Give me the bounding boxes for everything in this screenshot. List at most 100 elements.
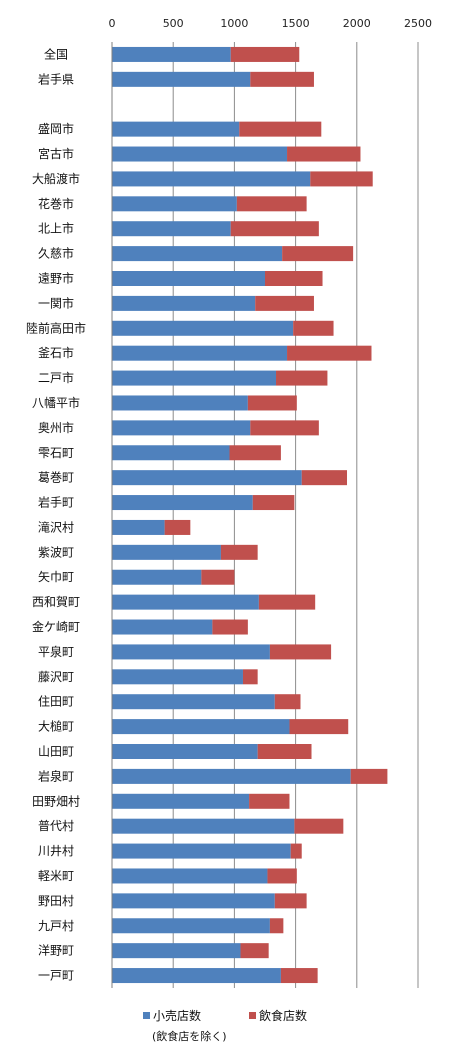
bar-retail — [112, 594, 259, 610]
bar-retail — [112, 644, 270, 660]
bar-retail — [112, 171, 311, 187]
bar-restaurant — [294, 818, 344, 834]
category-label: 九戸村 — [38, 919, 74, 933]
x-tick-label: 2500 — [404, 17, 432, 30]
bar-retail — [112, 470, 302, 486]
x-tick-label: 500 — [163, 17, 184, 30]
bar-retail — [112, 544, 221, 560]
category-label: 北上市 — [38, 221, 74, 236]
category-label: 川井村 — [38, 844, 74, 858]
bar-restaurant — [267, 868, 297, 884]
bar-restaurant — [290, 843, 302, 859]
bar-restaurant — [350, 768, 388, 784]
category-label: 八幡平市 — [32, 395, 80, 410]
bar-retail — [112, 768, 351, 784]
x-tick-label: 2000 — [343, 17, 371, 30]
bar-restaurant — [274, 893, 307, 909]
bar-restaurant — [201, 569, 235, 585]
bar-restaurant — [242, 669, 258, 685]
bar-retail — [112, 968, 281, 984]
legend-swatch-retail — [143, 1012, 150, 1019]
bar-retail — [112, 619, 213, 635]
bar-retail — [112, 395, 248, 411]
category-labels: 全国岩手県盛岡市宮古市大船渡市花巻市北上市久慈市遠野市一関市陸前高田市釜石市二戸… — [26, 46, 86, 982]
bar-restaurant — [247, 395, 297, 411]
category-label: 大槌町 — [38, 719, 74, 734]
bar-restaurant — [269, 644, 332, 660]
bar-restaurant — [280, 968, 318, 984]
bar-retail — [112, 345, 288, 361]
x-tick-label: 1500 — [282, 17, 310, 30]
bar-restaurant — [229, 445, 281, 461]
bar-retail — [112, 744, 258, 759]
bar-retail — [112, 370, 277, 386]
bar-retail — [112, 246, 283, 262]
bar-restaurant — [164, 519, 191, 535]
category-label: 洋野町 — [38, 943, 74, 958]
category-label: 宮古市 — [38, 146, 74, 161]
bar-retail — [112, 320, 294, 336]
category-label: 陸前高田市 — [26, 320, 86, 335]
bar-retail — [112, 121, 240, 137]
bar-retail — [112, 943, 241, 959]
category-label: 岩泉町 — [38, 768, 74, 783]
bar-retail — [112, 868, 268, 884]
category-label: 二戸市 — [38, 370, 74, 385]
category-label: 西和賀町 — [32, 595, 80, 609]
category-label: 一関市 — [38, 295, 74, 310]
bar-retail — [112, 46, 231, 62]
category-label: 野田村 — [38, 894, 74, 908]
bar-restaurant — [240, 943, 269, 959]
bar-retail — [112, 295, 256, 311]
category-label: 岩手県 — [38, 71, 74, 86]
category-label: 雫石町 — [38, 446, 74, 460]
bar-retail — [112, 196, 237, 212]
bar-restaurant — [287, 345, 372, 361]
category-label: 奥州市 — [38, 420, 74, 435]
bar-retail — [112, 71, 251, 87]
x-tick-label: 0 — [109, 17, 116, 30]
bar-retail — [112, 843, 291, 859]
category-label: 田野畑村 — [32, 794, 80, 808]
category-label: 盛岡市 — [38, 121, 74, 136]
bar-retail — [112, 221, 231, 237]
bar-restaurant — [301, 470, 348, 486]
bar-restaurant — [276, 370, 328, 386]
bar-retail — [112, 793, 250, 809]
category-label: 住田町 — [38, 695, 74, 709]
category-label: 遠野市 — [38, 271, 74, 286]
bar-restaurant — [236, 196, 307, 212]
category-label: 滝沢村 — [38, 520, 74, 534]
x-tick-label: 1000 — [220, 17, 248, 30]
bar-restaurant — [282, 246, 354, 262]
bar-retail — [112, 719, 290, 735]
bar-retail — [112, 445, 230, 461]
bar-retail — [112, 146, 288, 162]
category-label: 全国 — [44, 46, 68, 61]
legend: 小売店数 飲食店数 (飲食店を除く) — [143, 1008, 307, 1043]
category-label: 大船渡市 — [32, 171, 80, 186]
bar-retail — [112, 893, 275, 909]
bar-retail — [112, 669, 243, 685]
bar-retail — [112, 569, 202, 585]
category-label: 金ケ崎町 — [32, 619, 80, 634]
legend-swatch-restaurant — [249, 1012, 256, 1019]
bar-retail — [112, 420, 251, 436]
bar-restaurant — [269, 918, 284, 934]
bar-retail — [112, 495, 253, 511]
bar-restaurant — [239, 121, 322, 137]
category-label: 藤沢町 — [38, 670, 74, 684]
category-label: 一戸町 — [38, 969, 74, 983]
category-label: 葛巻町 — [38, 471, 74, 485]
category-label: 紫波町 — [38, 545, 74, 559]
category-label: 矢巾町 — [38, 570, 74, 584]
bar-restaurant — [289, 719, 349, 735]
category-label: 久慈市 — [38, 246, 74, 261]
bar-retail — [112, 271, 265, 286]
bar-retail — [112, 519, 165, 535]
bar-retail — [112, 918, 270, 934]
bar-restaurant — [230, 46, 300, 62]
bar-restaurant — [212, 619, 248, 635]
category-label: 普代村 — [38, 819, 74, 833]
